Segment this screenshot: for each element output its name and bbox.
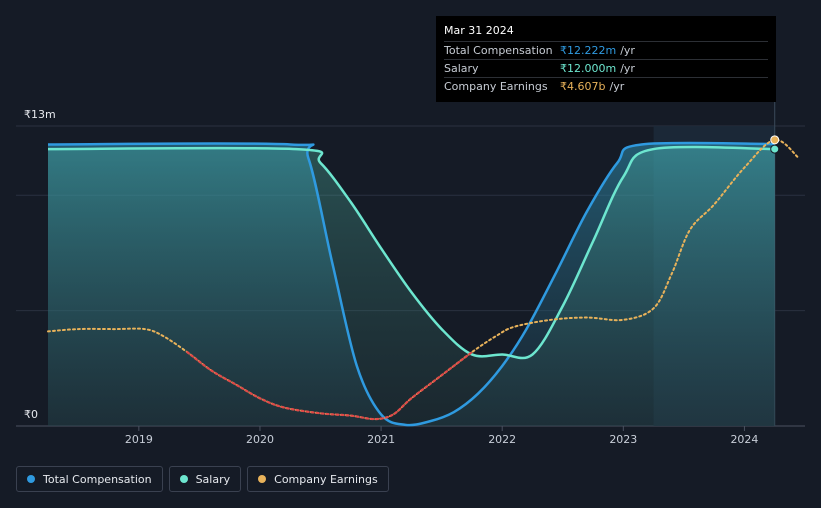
company-earnings-line xyxy=(47,138,800,421)
x-tick-label: 2021 xyxy=(367,433,395,446)
company-earnings-marker xyxy=(770,135,780,145)
legend-item-company-earnings[interactable]: Company Earnings xyxy=(247,466,389,492)
x-tick-label: 2024 xyxy=(730,433,758,446)
y-axis-max-label: ₹13m xyxy=(24,108,56,121)
series-areas xyxy=(48,142,775,426)
chart-legend: Total Compensation Salary Company Earnin… xyxy=(16,466,389,492)
tooltip-row-company-earnings: Company Earnings ₹4.607b /yr xyxy=(444,77,768,95)
company-earnings-negative-segment xyxy=(186,351,474,421)
legend-label: Total Compensation xyxy=(43,472,152,486)
x-tick-label: 2020 xyxy=(246,433,274,446)
salary-area xyxy=(48,147,775,426)
x-tick-label: 2019 xyxy=(125,433,153,446)
legend-dot-icon xyxy=(27,475,35,483)
x-axis-ticks: 2019 2020 2021 2022 2023 2024 xyxy=(125,426,758,446)
series-lines xyxy=(47,138,800,427)
tooltip-value: ₹4.607b xyxy=(560,80,606,93)
legend-dot-icon xyxy=(258,475,267,483)
tooltip-label: Company Earnings xyxy=(444,80,548,93)
legend-item-total-compensation[interactable]: Total Compensation xyxy=(16,466,163,492)
tooltip-date: Mar 31 2024 xyxy=(444,24,514,37)
tooltip-value: ₹12.222m xyxy=(560,44,617,57)
salary-line xyxy=(47,145,775,360)
legend-item-salary[interactable]: Salary xyxy=(168,466,242,492)
tooltip-label: Total Compensation xyxy=(444,44,553,57)
series-markers xyxy=(770,135,780,154)
x-tick-label: 2023 xyxy=(609,433,637,446)
tooltip-row-total-compensation: Total Compensation ₹12.222m /yr xyxy=(444,41,768,59)
tooltip-value: ₹12.000m xyxy=(560,62,617,75)
tooltip-label: Salary xyxy=(444,62,479,75)
total-compensation-line xyxy=(47,141,775,427)
tooltip-unit: /yr xyxy=(620,62,635,75)
legend-dot-icon xyxy=(179,475,188,483)
tooltip-unit: /yr xyxy=(609,80,625,93)
x-tick-label: 2022 xyxy=(488,433,516,446)
y-axis-min-label: ₹0 xyxy=(24,408,38,421)
tooltip-row-salary: Salary ₹12.000m /yr xyxy=(444,59,768,77)
legend-label: Company Earnings xyxy=(274,472,378,486)
hover-tooltip: Mar 31 2024 Total Compensation ₹12.222m … xyxy=(436,16,776,102)
tooltip-unit: /yr xyxy=(620,44,635,57)
salary-marker xyxy=(770,144,780,154)
legend-label: Salary xyxy=(195,472,231,486)
